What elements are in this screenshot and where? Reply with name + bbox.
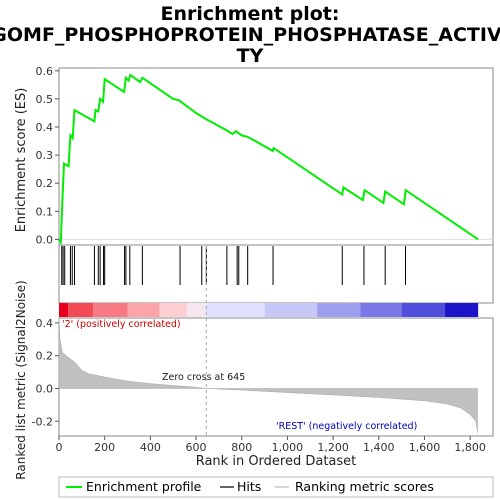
hits-panel-frame bbox=[58, 244, 494, 304]
heatmap-segment bbox=[159, 303, 187, 317]
legend: Enrichment profile Hits Ranking metric sco… bbox=[66, 479, 434, 494]
es-y-axis: 0.0 0.1 0.2 0.3 0.4 0.5 0.6 bbox=[36, 65, 59, 246]
x-tick-label: 400 bbox=[140, 441, 161, 454]
x-tick-label: 800 bbox=[231, 441, 252, 454]
zero-cross-label: Zero cross at 645 bbox=[162, 372, 245, 383]
es-y-tick-label: 0.4 bbox=[36, 121, 54, 134]
metric-y-tick-label: 0.2 bbox=[36, 350, 54, 363]
metric-y-axis: 0.4 0.2 0.0 -0.2 bbox=[32, 317, 59, 428]
heatmap-segment bbox=[68, 303, 94, 317]
heatmap-segment bbox=[186, 303, 206, 317]
x-tick-label: 200 bbox=[94, 441, 115, 454]
es-y-tick-label: 0.0 bbox=[36, 233, 54, 246]
enrichment-profile-line bbox=[58, 73, 479, 246]
heatmap-segment bbox=[59, 303, 69, 317]
heatmap-segment bbox=[445, 303, 479, 317]
x-tick-label: 600 bbox=[186, 441, 207, 454]
metric-plot-frame bbox=[58, 317, 494, 437]
es-plot-frame bbox=[58, 67, 494, 246]
chart-title: Enrichment plot: GOMF_PHOSPHOPROTEIN_PHO… bbox=[0, 3, 500, 67]
x-tick-label: 1,800 bbox=[454, 441, 486, 454]
legend-label-profile: Enrichment profile bbox=[86, 479, 202, 494]
es-y-axis-label: Enrichment score (ES) bbox=[14, 88, 29, 233]
x-axis: 0 200 400 600 800 1,000 1,200 1,400 1,600 1,800 bbox=[56, 436, 486, 454]
metric-y-tick-label: -0.2 bbox=[32, 415, 53, 428]
heatmap-segment bbox=[127, 303, 160, 317]
es-y-tick-label: 0.3 bbox=[36, 149, 54, 162]
heatmap-segment bbox=[401, 303, 446, 317]
x-tick-label: 0 bbox=[56, 441, 63, 454]
metric-y-tick-label: 0.4 bbox=[36, 317, 54, 330]
ranking-metric-area bbox=[58, 317, 478, 433]
heatmap-segment bbox=[360, 303, 402, 317]
ranking-heatmap-bar bbox=[59, 303, 479, 317]
heatmap-segment bbox=[205, 303, 265, 317]
legend-label-ranking: Ranking metric scores bbox=[295, 479, 434, 494]
heatmap-segment bbox=[264, 303, 318, 317]
x-tick-label: 1,200 bbox=[317, 441, 349, 454]
x-tick-label: 1,600 bbox=[409, 441, 441, 454]
negative-correlation-label: 'REST' (negatively correlated) bbox=[276, 421, 417, 432]
es-y-tick-label: 0.2 bbox=[36, 177, 54, 190]
es-y-tick-label: 0.5 bbox=[36, 93, 54, 106]
heatmap-segment bbox=[317, 303, 361, 317]
metric-y-axis-label: Ranked list metric (Signal2Noise) bbox=[14, 280, 28, 479]
x-tick-label: 1,400 bbox=[363, 441, 395, 454]
heatmap-segment bbox=[93, 303, 128, 317]
title-line-3: TY bbox=[237, 45, 264, 67]
legend-label-hits: Hits bbox=[237, 479, 261, 494]
title-line-1: Enrichment plot: bbox=[161, 3, 340, 25]
es-y-tick-label: 0.6 bbox=[36, 65, 54, 78]
x-tick-label: 1,000 bbox=[272, 441, 304, 454]
positive-correlation-label: '2' (positively correlated) bbox=[62, 319, 181, 330]
es-y-tick-label: 0.1 bbox=[36, 205, 54, 218]
metric-y-tick-label: 0.0 bbox=[36, 382, 54, 395]
x-axis-label: Rank in Ordered Dataset bbox=[196, 454, 357, 469]
title-line-2: GOMF_PHOSPHOPROTEIN_PHOSPHATASE_ACTIVI bbox=[0, 24, 500, 46]
